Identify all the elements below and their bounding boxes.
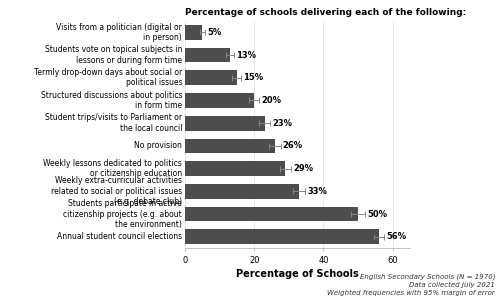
Bar (185, 116, 264, 131)
Text: 13%: 13% (236, 51, 256, 60)
Bar (185, 138, 275, 153)
Bar (185, 207, 358, 222)
Text: 56%: 56% (386, 232, 406, 241)
Text: English Secondary Schools (N = 1970)
Data collected July 2021
Weighted frequenci: English Secondary Schools (N = 1970) Dat… (327, 273, 495, 296)
Text: 5%: 5% (207, 28, 222, 37)
Text: 50%: 50% (367, 210, 387, 219)
Bar (185, 48, 230, 62)
Bar (185, 93, 254, 108)
Bar (185, 184, 299, 199)
Text: 26%: 26% (282, 141, 302, 150)
Text: 33%: 33% (308, 187, 328, 196)
Text: 20%: 20% (262, 96, 281, 105)
Bar (185, 161, 286, 176)
X-axis label: Percentage of Schools: Percentage of Schools (236, 269, 359, 279)
Text: 23%: 23% (272, 119, 292, 128)
Bar (185, 70, 237, 85)
Text: 15%: 15% (244, 73, 264, 82)
Bar (185, 25, 202, 40)
Bar (185, 229, 379, 244)
Text: Percentage of schools delivering each of the following:: Percentage of schools delivering each of… (185, 8, 466, 17)
Text: 29%: 29% (294, 164, 314, 173)
